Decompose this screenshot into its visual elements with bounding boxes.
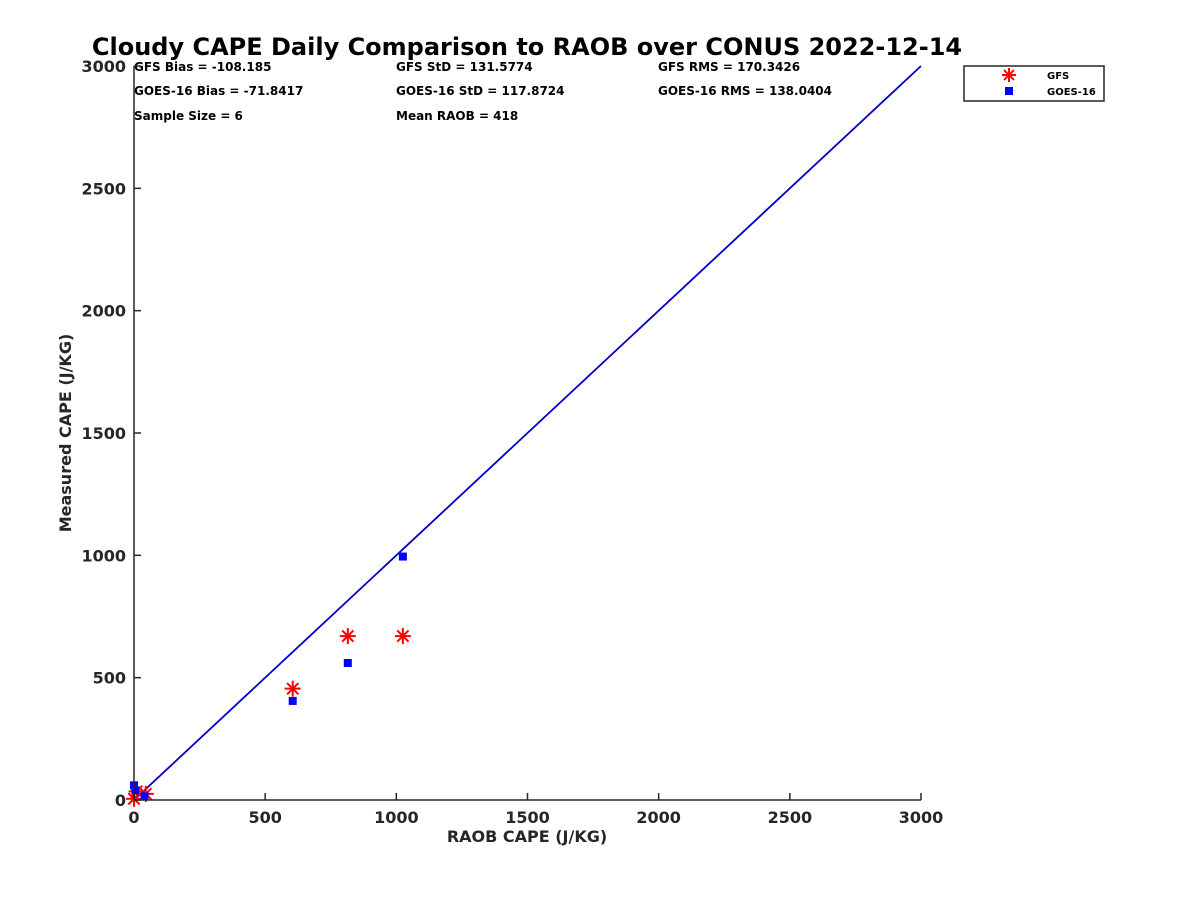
stat-text: GOES-16 RMS = 138.0404 [658, 84, 832, 98]
x-axis-ticks: 0 500 1000 1500 2000 2500 3000 [128, 793, 943, 827]
stat-text: GOES-16 Bias = -71.8417 [134, 84, 303, 98]
legend-marker-square [1005, 87, 1013, 95]
legend-label: GOES-16 [1047, 87, 1096, 98]
x-tick-label: 2500 [768, 808, 813, 827]
legend-marker-asterisk [1002, 68, 1016, 82]
y-tick-label: 2000 [81, 302, 126, 321]
y-axis-ticks: 0 500 1000 1500 2000 2500 3000 [81, 57, 141, 810]
stat-text: GFS StD = 131.5774 [396, 60, 533, 74]
legend-box [963, 65, 1105, 102]
stat-text: Mean RAOB = 418 [396, 109, 518, 123]
data-point-asterisk [394, 628, 411, 645]
y-tick-label: 3000 [81, 57, 126, 76]
data-point-asterisk [284, 680, 301, 697]
y-axis-label: Measured CAPE (J/KG) [56, 334, 75, 533]
x-tick-label: 2000 [636, 808, 681, 827]
stat-text: GFS RMS = 170.3426 [658, 60, 800, 74]
reference-line [133, 65, 922, 801]
y-tick-label: 0 [115, 791, 126, 810]
chart-title: Cloudy CAPE Daily Comparison to RAOB ove… [92, 33, 962, 61]
data-series [126, 552, 411, 807]
stat-text: GOES-16 StD = 117.8724 [396, 84, 565, 98]
legend: GFS GOES-16 [963, 65, 1105, 102]
legend-label: GFS [1047, 71, 1069, 82]
y-tick-label: 1000 [81, 546, 126, 565]
stat-text: Sample Size = 6 [134, 109, 243, 123]
data-point-asterisk [339, 628, 356, 645]
one-to-one-line [133, 65, 922, 801]
x-tick-label: 1500 [505, 808, 550, 827]
x-tick-label: 3000 [899, 808, 944, 827]
y-tick-label: 2500 [81, 179, 126, 198]
data-point-square [398, 552, 407, 561]
data-point-square [343, 658, 352, 667]
x-tick-label: 1000 [374, 808, 419, 827]
data-point-square [140, 792, 149, 801]
statistics-block: GFS Bias = -108.185 GFS StD = 131.5774 GFS… [134, 60, 832, 123]
y-tick-label: 1500 [81, 424, 126, 443]
series-2 [130, 552, 407, 801]
data-point-square [131, 786, 140, 795]
series-1 [126, 628, 411, 807]
x-tick-label: 500 [248, 808, 281, 827]
data-point-square [288, 696, 297, 705]
x-tick-label: 0 [128, 808, 139, 827]
x-axis-label: RAOB CAPE (J/KG) [447, 827, 607, 846]
y-tick-label: 500 [93, 669, 126, 688]
stat-text: GFS Bias = -108.185 [134, 60, 271, 74]
